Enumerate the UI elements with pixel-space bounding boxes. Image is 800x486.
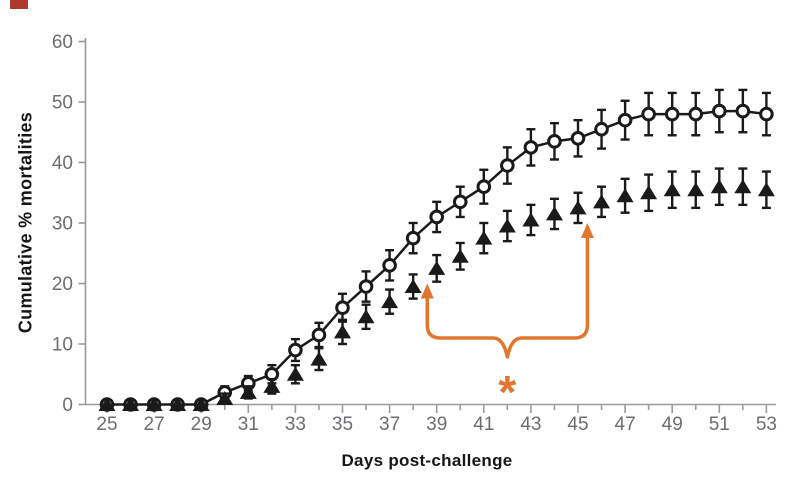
open-circle-marker xyxy=(664,106,680,122)
open-circle-marker xyxy=(523,140,539,155)
up-arrow-icon xyxy=(580,223,594,238)
open-circle-marker xyxy=(335,300,350,316)
y-axis-ticks: 0 10 20 30 40 50 60 xyxy=(52,32,86,416)
y-tick-label: 60 xyxy=(52,32,73,53)
significance-asterisk: * xyxy=(498,366,516,418)
filled-triangle-marker xyxy=(357,309,375,324)
open-circle-marker xyxy=(405,230,421,246)
open-circle-marker xyxy=(311,327,327,343)
open-circle-marker xyxy=(617,112,633,128)
filled-triangle-marker xyxy=(145,397,163,411)
x-tick-label: 27 xyxy=(144,414,165,435)
open-circle-marker xyxy=(759,106,774,122)
filled-triangle-marker xyxy=(381,294,399,309)
filled-triangle-marker xyxy=(122,397,140,411)
y-tick-label: 50 xyxy=(52,93,73,114)
filled-triangle-marker xyxy=(428,260,446,275)
x-tick-label: 47 xyxy=(615,414,636,435)
filled-triangle-marker xyxy=(404,279,422,294)
y-tick-label: 0 xyxy=(62,395,73,416)
logo-fragment xyxy=(10,0,28,9)
filled-triangle-marker xyxy=(451,248,469,263)
filled-triangle-marker xyxy=(169,397,187,411)
filled-triangle-marker xyxy=(687,182,705,197)
filled-triangle-marker xyxy=(216,390,234,405)
y-tick-label: 20 xyxy=(52,274,73,295)
filled-triangle-marker xyxy=(522,212,540,227)
filled-triangle-marker xyxy=(98,397,116,411)
x-tick-label: 37 xyxy=(379,414,400,435)
open-circle-marker xyxy=(688,106,704,122)
open-circle-marker xyxy=(712,103,727,119)
open-circle-marker xyxy=(452,194,468,210)
y-tick-label: 10 xyxy=(52,335,73,356)
filled-triangle-marker xyxy=(757,182,775,197)
filled-triangle-marker xyxy=(616,188,634,203)
x-tick-label: 33 xyxy=(285,414,306,435)
open-circle-marker xyxy=(429,209,445,225)
filled-triangle-marker xyxy=(710,179,728,194)
x-tick-label: 43 xyxy=(520,414,541,435)
significance-bracket: * xyxy=(420,223,594,418)
x-tick-label: 35 xyxy=(332,414,353,435)
x-tick-label: 53 xyxy=(756,414,777,435)
x-tick-label: 25 xyxy=(96,414,117,435)
open-circle-marker xyxy=(288,342,303,358)
filled-triangle-marker xyxy=(663,182,681,197)
y-tick-label: 30 xyxy=(52,214,73,235)
filled-triangle-marker xyxy=(640,185,658,200)
filled-triangle-marker xyxy=(734,179,752,194)
filled-triangle-marker xyxy=(286,366,304,381)
x-axis-title: Days post-challenge xyxy=(341,451,513,470)
filled-triangle-marker xyxy=(239,384,257,399)
x-tick-label: 49 xyxy=(662,414,683,435)
open-circle-marker xyxy=(594,121,609,137)
x-tick-label: 29 xyxy=(191,414,212,435)
x-tick-label: 41 xyxy=(473,414,494,435)
open-circle-marker xyxy=(735,103,751,119)
filled-triangle-marker xyxy=(475,230,493,245)
filled-triangle-marker xyxy=(593,194,611,209)
up-arrow-icon xyxy=(420,283,434,299)
x-tick-label: 51 xyxy=(709,414,730,435)
filled-triangle-marker xyxy=(569,200,587,215)
filled-triangle-marker xyxy=(334,324,351,339)
open-circle-marker xyxy=(641,106,656,122)
x-tick-label: 39 xyxy=(426,414,447,435)
y-tick-label: 40 xyxy=(52,153,73,174)
x-tick-label: 45 xyxy=(567,414,588,435)
open-circle-marker xyxy=(547,134,562,149)
open-circle-marker xyxy=(476,179,492,194)
filled-triangle-marker xyxy=(263,378,281,393)
x-tick-label: 31 xyxy=(238,414,259,435)
series-filled-triangles xyxy=(98,167,775,411)
series-open-circles xyxy=(99,88,774,412)
open-circle-marker xyxy=(358,279,374,294)
filled-triangle-marker xyxy=(545,206,563,221)
filled-triangle-marker xyxy=(310,351,328,366)
open-circle-marker xyxy=(382,258,397,273)
open-circle-marker xyxy=(500,158,515,173)
filled-triangle-marker xyxy=(192,397,210,411)
filled-triangle-marker xyxy=(498,218,516,233)
open-circle-marker xyxy=(570,131,586,146)
